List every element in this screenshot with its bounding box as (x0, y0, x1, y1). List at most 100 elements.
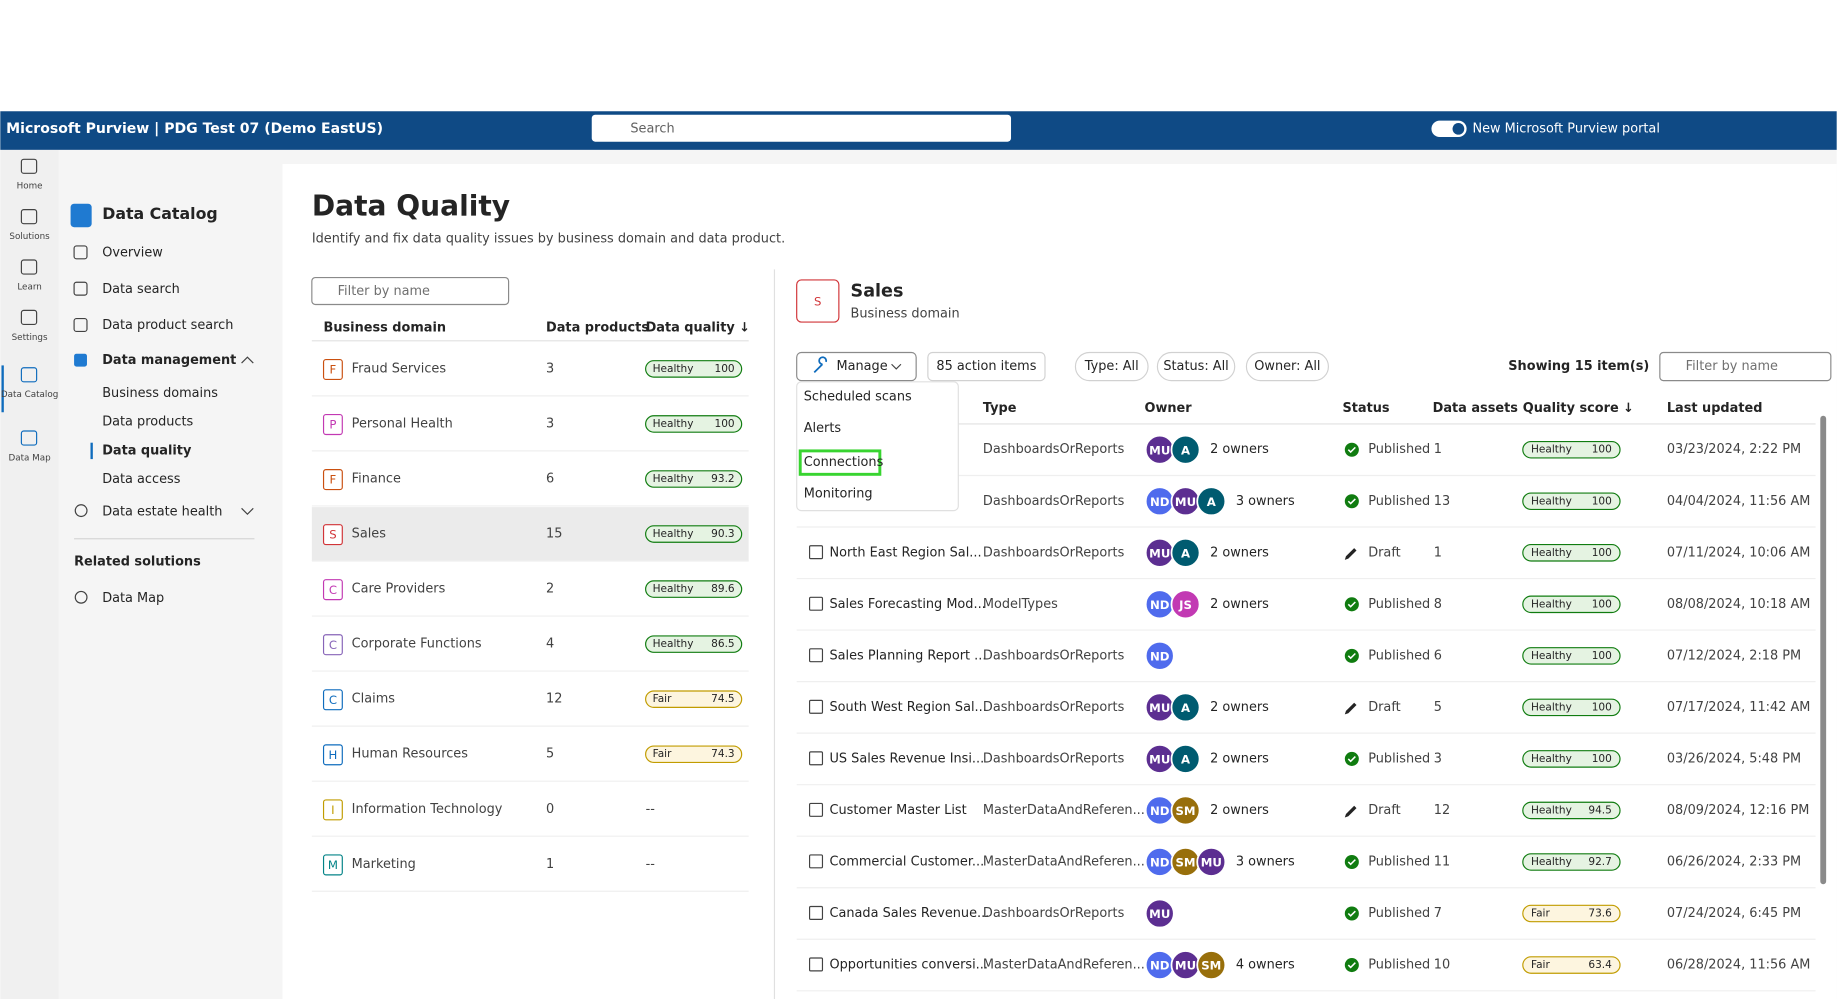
nav-item[interactable]: Data Map (102, 591, 164, 606)
quality-score: -- (646, 857, 656, 872)
asset-icon (808, 905, 824, 920)
filter-chip[interactable] (1245, 351, 1329, 382)
avatar (1196, 847, 1227, 877)
status-icon (1344, 751, 1359, 766)
last-updated: 07/12/2024, 2:18 PM (1667, 648, 1801, 663)
check (1347, 962, 1356, 969)
last-updated: 08/09/2024, 12:16 PM (1667, 803, 1809, 818)
filter-chip[interactable] (1156, 351, 1236, 382)
filter-chip-label[interactable]: Status: All (1163, 359, 1228, 374)
nav-sub-item[interactable]: Data access (102, 472, 181, 487)
nav-icon (74, 504, 88, 518)
product-name[interactable]: North East Region Sal... (829, 545, 981, 560)
column-header: Data products (546, 320, 649, 335)
catalog-icon (70, 203, 92, 228)
domain-name[interactable]: Claims (352, 692, 396, 707)
quality-status: Healthy (653, 583, 694, 595)
action-items-button-label[interactable]: 85 action items (936, 359, 1036, 374)
domain-name[interactable]: Sales (352, 527, 387, 542)
nav-group[interactable]: Data management (102, 353, 236, 368)
action-items-button[interactable] (927, 351, 1046, 382)
filter-chip[interactable] (1074, 351, 1149, 382)
product-type: DashboardsOrReports (983, 442, 1125, 457)
domain-name[interactable]: Personal Health (352, 416, 453, 431)
rail-label[interactable]: Home (17, 182, 43, 192)
quality-score: 100 (715, 418, 735, 430)
domain-name[interactable]: Corporate Functions (352, 637, 482, 652)
quality-pill (645, 360, 743, 378)
nav-item[interactable]: Data product search (102, 318, 233, 333)
rail-icon (20, 309, 38, 325)
status-icon (1344, 906, 1359, 921)
product-name[interactable]: Canada Sales Revenue... (829, 906, 989, 921)
domain-badge (322, 469, 343, 491)
domain-letter: M (328, 858, 338, 872)
quality-score: 89.6 (711, 583, 735, 595)
product-name[interactable]: US Sales Revenue Insi... (829, 751, 984, 766)
status-text: Published (1368, 442, 1430, 457)
menu-item[interactable]: Connections (804, 455, 884, 470)
column-header: Last updated (1667, 401, 1763, 416)
column-header: Data quality ↓ (646, 320, 750, 335)
nav-sub-item[interactable]: Business domains (102, 386, 218, 401)
domain-letter: P (329, 418, 336, 432)
filter-placeholder[interactable]: Filter by name (338, 284, 430, 299)
nav-item[interactable]: Data estate health (102, 504, 222, 519)
avatar-initials: ND (1150, 495, 1170, 509)
nav-sub-item[interactable]: Data quality (102, 443, 192, 458)
domain-name[interactable]: Fraud Services (352, 361, 447, 376)
quality-status: Healthy (653, 363, 694, 375)
nav-item[interactable]: Data search (102, 282, 180, 297)
rail-icon (20, 367, 38, 383)
domain-name[interactable]: Marketing (352, 857, 416, 872)
manage-label[interactable]: Manage (837, 359, 888, 374)
quality-score: 63.4 (1588, 959, 1612, 971)
domain-name[interactable]: Finance (352, 472, 401, 487)
quality-score: 94.5 (1588, 804, 1611, 816)
product-name[interactable]: South West Region Sal... (829, 700, 986, 715)
domain-name[interactable]: Care Providers (352, 582, 446, 597)
product-name[interactable]: Commercial Customer... (829, 854, 984, 869)
domain-letter: I (331, 803, 334, 817)
quality-pill (1522, 904, 1621, 923)
rail-label[interactable]: Data Catalog (1, 390, 58, 400)
domain-name[interactable]: Human Resources (352, 747, 469, 762)
status-icon (1344, 548, 1357, 560)
last-updated: 06/28/2024, 11:56 AM (1667, 958, 1811, 973)
rail-label[interactable]: Settings (12, 333, 48, 343)
filter-box[interactable] (1659, 351, 1832, 382)
quality-pill (1522, 492, 1621, 511)
last-updated: 07/24/2024, 6:45 PM (1667, 906, 1801, 921)
search-placeholder[interactable]: Search (630, 121, 674, 136)
product-name[interactable]: Sales Planning Report ... (829, 648, 986, 663)
filter-chip-label[interactable]: Type: All (1084, 359, 1139, 374)
rail-label[interactable]: Solutions (9, 232, 50, 242)
product-name[interactable]: Sales Forecasting Mod... (829, 597, 985, 612)
avatar (1170, 795, 1201, 826)
menu-item[interactable]: Scheduled scans (804, 390, 912, 405)
product-name[interactable]: Customer Master List (829, 803, 966, 818)
search-box[interactable] (591, 114, 1012, 142)
menu-item[interactable]: Monitoring (804, 487, 873, 502)
filter-chip-label[interactable]: Owner: All (1254, 359, 1320, 374)
status-text: Published (1368, 854, 1430, 869)
avatar-initials: JS (1178, 598, 1192, 612)
domain-letter: C (329, 638, 337, 652)
quality-pill (645, 745, 743, 764)
check (1347, 498, 1356, 505)
filter-box[interactable] (311, 276, 510, 306)
product-name[interactable]: Opportunities conversi... (829, 958, 987, 973)
menu-item[interactable]: Alerts (804, 421, 842, 436)
rail-label[interactable]: Data Map (8, 453, 51, 463)
quality-status: Healthy (653, 473, 694, 485)
status-text: Published (1368, 494, 1430, 509)
asset-count: 10 (1434, 958, 1450, 973)
filter-placeholder[interactable]: Filter by name (1686, 359, 1778, 374)
rail-label[interactable]: Learn (17, 282, 42, 292)
quality-score: 100 (1592, 701, 1612, 713)
avatar-initials: SM (1201, 959, 1221, 973)
nav-sub-item[interactable]: Data products (102, 415, 193, 430)
domain-name[interactable]: Information Technology (352, 802, 503, 817)
nav-item[interactable]: Overview (102, 245, 163, 260)
